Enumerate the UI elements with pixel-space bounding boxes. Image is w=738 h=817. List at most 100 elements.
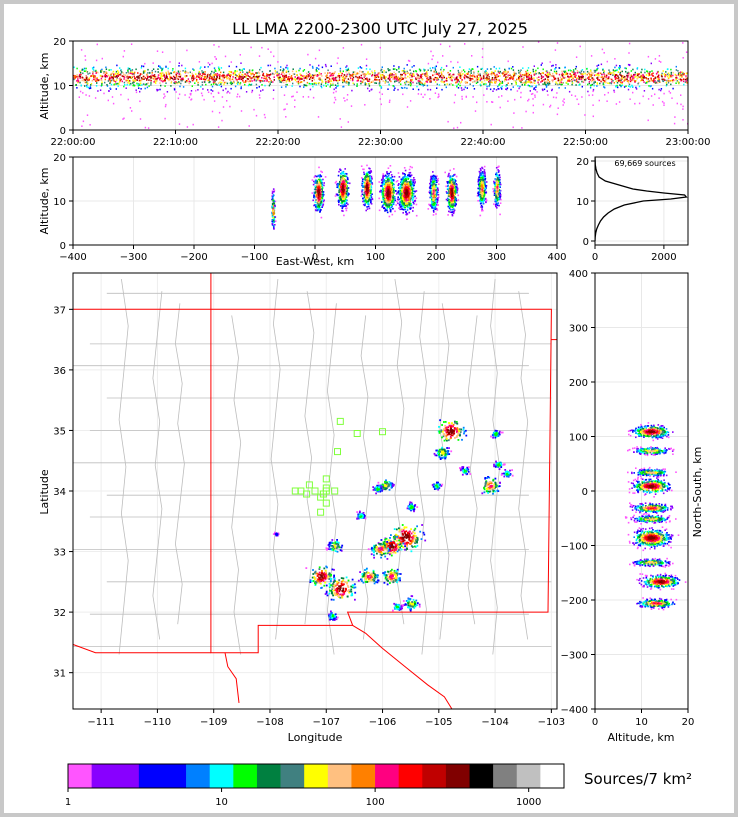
- source-point: [476, 79, 478, 82]
- source-point: [682, 119, 684, 121]
- source-point: [244, 76, 246, 78]
- source-point: [507, 100, 509, 102]
- ew-source-point: [405, 182, 407, 184]
- source-point: [634, 80, 636, 82]
- source-point: [288, 78, 291, 80]
- source-point: [258, 75, 260, 78]
- source-point: [96, 82, 98, 84]
- source-point: [456, 79, 458, 81]
- source-point: [595, 74, 597, 76]
- source-point: [291, 70, 294, 73]
- ew-source-point: [343, 177, 345, 180]
- source-point: [501, 72, 503, 74]
- source-point: [145, 74, 148, 77]
- source-point: [470, 75, 472, 77]
- source-point: [647, 55, 650, 58]
- source-point: [193, 69, 195, 71]
- source-point: [73, 66, 75, 69]
- source-point: [277, 76, 279, 79]
- ew-source-point: [363, 171, 365, 174]
- source-point: [174, 81, 176, 83]
- source-point: [504, 78, 506, 81]
- source-point: [368, 73, 370, 75]
- source-point: [150, 77, 152, 79]
- ew-source-point: [322, 192, 324, 195]
- source-point: [228, 73, 230, 75]
- source-point: [587, 83, 589, 86]
- source-point: [503, 75, 505, 77]
- source-point: [442, 70, 444, 73]
- source-point: [288, 76, 290, 78]
- source-point: [157, 68, 159, 70]
- source-point: [593, 74, 596, 77]
- source-point: [628, 64, 631, 67]
- ew-source-point: [271, 213, 274, 215]
- source-point: [453, 101, 456, 104]
- source-point: [527, 76, 529, 78]
- source-point: [79, 70, 81, 72]
- source-point: [332, 91, 335, 94]
- source-point: [280, 66, 282, 68]
- source-point: [525, 110, 527, 113]
- source-point: [580, 72, 582, 74]
- source-point: [503, 71, 505, 73]
- ew-source-point: [382, 192, 384, 195]
- source-point: [258, 94, 261, 96]
- source-point: [629, 78, 632, 80]
- source-point: [343, 97, 345, 99]
- source-point: [228, 65, 230, 68]
- source-point: [165, 82, 167, 84]
- source-point: [110, 76, 113, 78]
- source-point: [677, 70, 679, 72]
- source-point: [445, 79, 447, 81]
- ew-source-point: [365, 176, 368, 179]
- source-point: [468, 70, 470, 73]
- ew-source-point: [313, 195, 315, 198]
- ew-source-point: [387, 193, 390, 196]
- ew-source-point: [272, 201, 274, 203]
- source-point: [395, 75, 397, 78]
- ew-source-point: [271, 224, 274, 226]
- source-point: [134, 78, 136, 81]
- source-point: [508, 67, 510, 70]
- source-point: [449, 73, 451, 75]
- source-point: [381, 74, 384, 77]
- source-point: [399, 80, 401, 83]
- source-point: [621, 81, 624, 83]
- source-point: [337, 80, 339, 82]
- source-point: [393, 89, 395, 91]
- source-point: [417, 88, 420, 91]
- source-point: [338, 75, 341, 77]
- ew-source-point: [318, 191, 321, 194]
- source-point: [540, 81, 542, 83]
- altitude-tick-label: 10: [53, 82, 66, 93]
- ew-source-point: [321, 206, 323, 208]
- source-point: [677, 72, 680, 75]
- source-point: [297, 80, 299, 83]
- ew-source-point: [370, 190, 372, 193]
- source-point: [82, 120, 85, 123]
- source-point: [558, 67, 560, 69]
- source-point: [535, 84, 537, 87]
- source-point: [417, 80, 419, 82]
- source-point: [545, 70, 547, 73]
- source-point: [240, 76, 242, 78]
- ew-source-point: [390, 174, 393, 176]
- source-point: [533, 74, 536, 76]
- ew-source-point: [383, 189, 386, 191]
- source-point: [588, 82, 590, 85]
- source-point: [213, 44, 215, 46]
- source-point: [276, 74, 278, 77]
- source-point: [170, 81, 172, 84]
- ew-source-point: [341, 177, 343, 179]
- ew-source-point: [338, 191, 340, 193]
- source-point: [162, 75, 164, 77]
- source-point: [139, 74, 141, 77]
- source-point: [606, 74, 608, 77]
- source-point: [376, 75, 378, 78]
- source-point: [153, 74, 156, 76]
- source-point: [182, 77, 184, 80]
- source-point: [381, 68, 383, 71]
- source-point: [387, 77, 389, 80]
- source-point: [82, 68, 85, 71]
